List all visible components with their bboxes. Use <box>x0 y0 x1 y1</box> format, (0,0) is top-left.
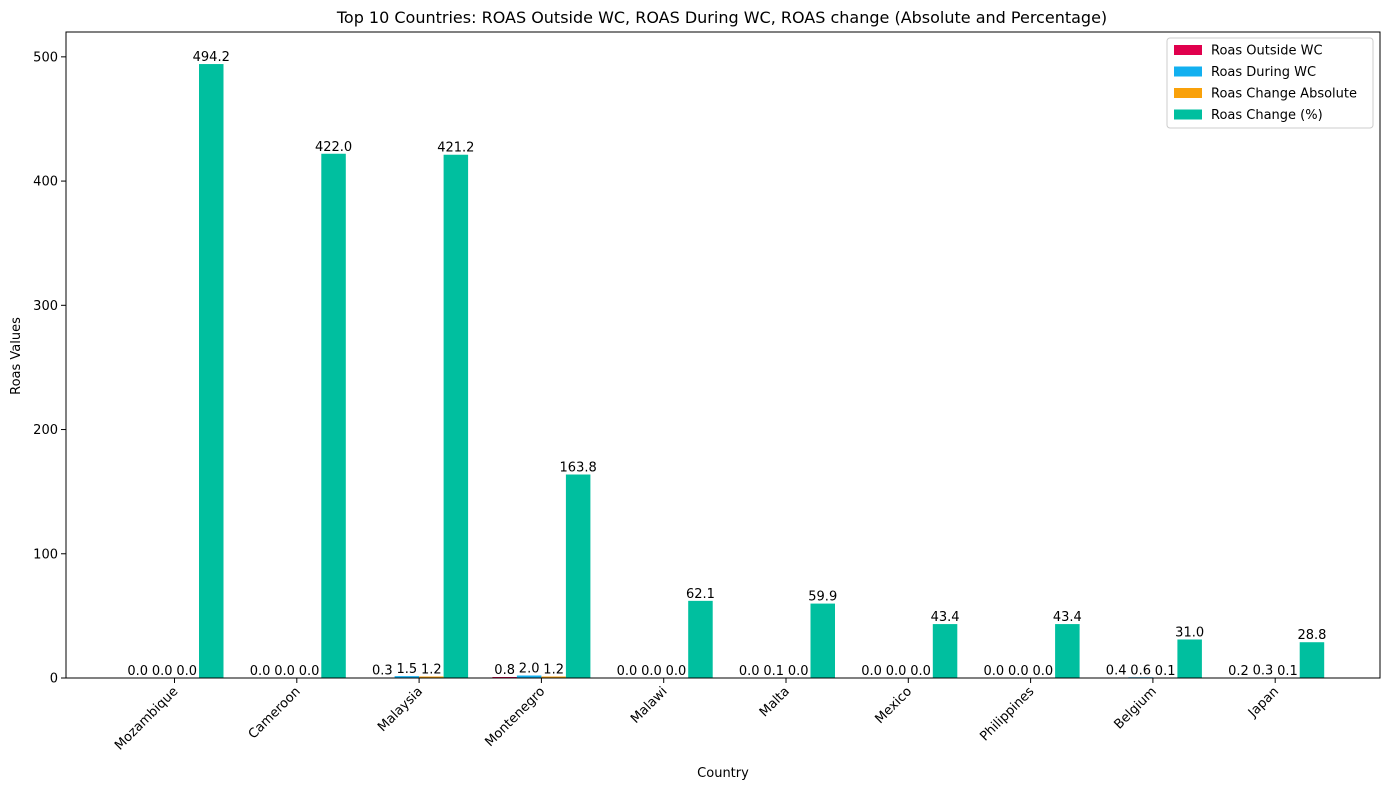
bar-value-label: 0.0 <box>250 664 271 679</box>
x-tick-label: Malaysia <box>375 684 426 735</box>
y-tick-label: 200 <box>33 423 58 438</box>
bar-value-label: 43.4 <box>931 610 960 625</box>
bar-value-label: 62.1 <box>686 587 715 602</box>
bar-value-label: 0.0 <box>641 664 662 679</box>
legend-label: Roas Change Absolute <box>1211 87 1357 102</box>
y-tick-label: 100 <box>33 547 58 562</box>
bar-value-label: 1.2 <box>543 663 564 678</box>
bar <box>1055 624 1080 678</box>
x-tick-label: Malta <box>757 684 793 720</box>
bar <box>419 676 444 678</box>
x-tick-label: Malawi <box>628 684 670 726</box>
x-tick-label: Japan <box>1245 684 1282 721</box>
bar-value-label: 0.3 <box>1253 664 1274 679</box>
bar-value-label: 0.0 <box>176 664 197 679</box>
bar-value-label: 0.0 <box>617 664 638 679</box>
bar <box>516 675 542 678</box>
y-tick-label: 300 <box>33 299 58 314</box>
y-axis-title: Roas Values <box>9 317 24 395</box>
legend-label: Roas Change (%) <box>1211 108 1323 123</box>
y-tick-label: 0 <box>50 672 58 687</box>
legend-label: Roas Outside WC <box>1211 44 1323 59</box>
bar-value-label: 0.0 <box>152 664 173 679</box>
bar-value-label: 43.4 <box>1053 610 1082 625</box>
bar-value-label: 28.8 <box>1297 628 1326 643</box>
bar-value-label: 0.0 <box>788 664 809 679</box>
bar <box>688 600 713 678</box>
bar-value-label: 31.0 <box>1175 625 1204 640</box>
bar <box>565 474 591 678</box>
plot-frame <box>65 31 1381 679</box>
bar <box>394 676 420 678</box>
x-axis: Mozambique Cameroon Malaysia Montenegro Mala… <box>112 678 1282 754</box>
x-tick-label: Philippines <box>977 684 1037 744</box>
bar-value-label: 59.9 <box>808 590 837 605</box>
bar-value-label: 0.0 <box>984 664 1005 679</box>
bar-value-label: 2.0 <box>519 662 540 677</box>
bar <box>932 624 958 678</box>
legend: Roas Outside WC Roas During WC Roas Change… <box>1166 37 1374 129</box>
legend-swatch <box>1174 66 1202 77</box>
bar-value-label: 0.0 <box>1033 664 1054 679</box>
legend-box <box>1166 37 1374 129</box>
x-axis-title: Country <box>697 766 749 781</box>
bar-value-label: 0.1 <box>763 664 784 679</box>
bar <box>810 603 835 678</box>
chart-title: Top 10 Countries: ROAS Outside WC, ROAS … <box>336 8 1107 27</box>
bar-value-label: 163.8 <box>560 461 597 476</box>
bar-value-label: 0.0 <box>274 664 295 679</box>
bar-value-label: 0.0 <box>299 664 320 679</box>
x-tick-label: Cameroon <box>246 684 304 742</box>
bar-value-label: 0.1 <box>1155 664 1176 679</box>
bar <box>199 64 224 679</box>
bar-value-label: 494.2 <box>193 50 230 65</box>
x-tick-label: Mozambique <box>112 684 181 753</box>
bars-layer <box>199 64 1325 679</box>
y-axis: 0 100 200 300 400 500 <box>33 50 66 687</box>
legend-label: Roas During WC <box>1211 65 1316 80</box>
bar-value-label: 0.0 <box>666 664 687 679</box>
legend-swatch <box>1174 88 1202 98</box>
bar-value-label: 421.2 <box>437 141 474 156</box>
legend-swatch <box>1174 45 1202 55</box>
bar <box>1177 639 1202 678</box>
bar-value-label: 1.5 <box>397 662 418 677</box>
bar-value-label: 0.0 <box>739 664 760 679</box>
bar-value-label: 0.0 <box>1008 664 1029 679</box>
x-tick-label: Montenegro <box>482 684 548 750</box>
bar <box>443 154 469 679</box>
bar <box>321 153 346 678</box>
bar-value-label: 0.8 <box>494 663 515 678</box>
bar-value-label: 0.0 <box>886 664 907 679</box>
bar <box>1299 642 1325 678</box>
legend-swatch <box>1174 109 1202 120</box>
x-tick-label: Mexico <box>872 684 915 727</box>
bar-value-label: 0.1 <box>1277 664 1298 679</box>
bar-value-label: 0.4 <box>1106 664 1127 679</box>
bar-value-label: 422.0 <box>315 140 352 155</box>
bar-value-label: 0.6 <box>1130 663 1151 678</box>
y-tick-label: 500 <box>33 50 58 65</box>
bar-value-label: 0.0 <box>861 664 882 679</box>
x-tick-label: Belgium <box>1111 684 1159 732</box>
y-tick-label: 400 <box>33 175 58 190</box>
bar-value-label: 0.0 <box>127 664 148 679</box>
bar-value-label: 0.3 <box>372 664 393 679</box>
bar-value-label: 1.2 <box>421 663 442 678</box>
bar-value-label: 0.2 <box>1228 664 1249 679</box>
bar <box>541 676 566 678</box>
bar-value-label: 0.0 <box>910 664 931 679</box>
